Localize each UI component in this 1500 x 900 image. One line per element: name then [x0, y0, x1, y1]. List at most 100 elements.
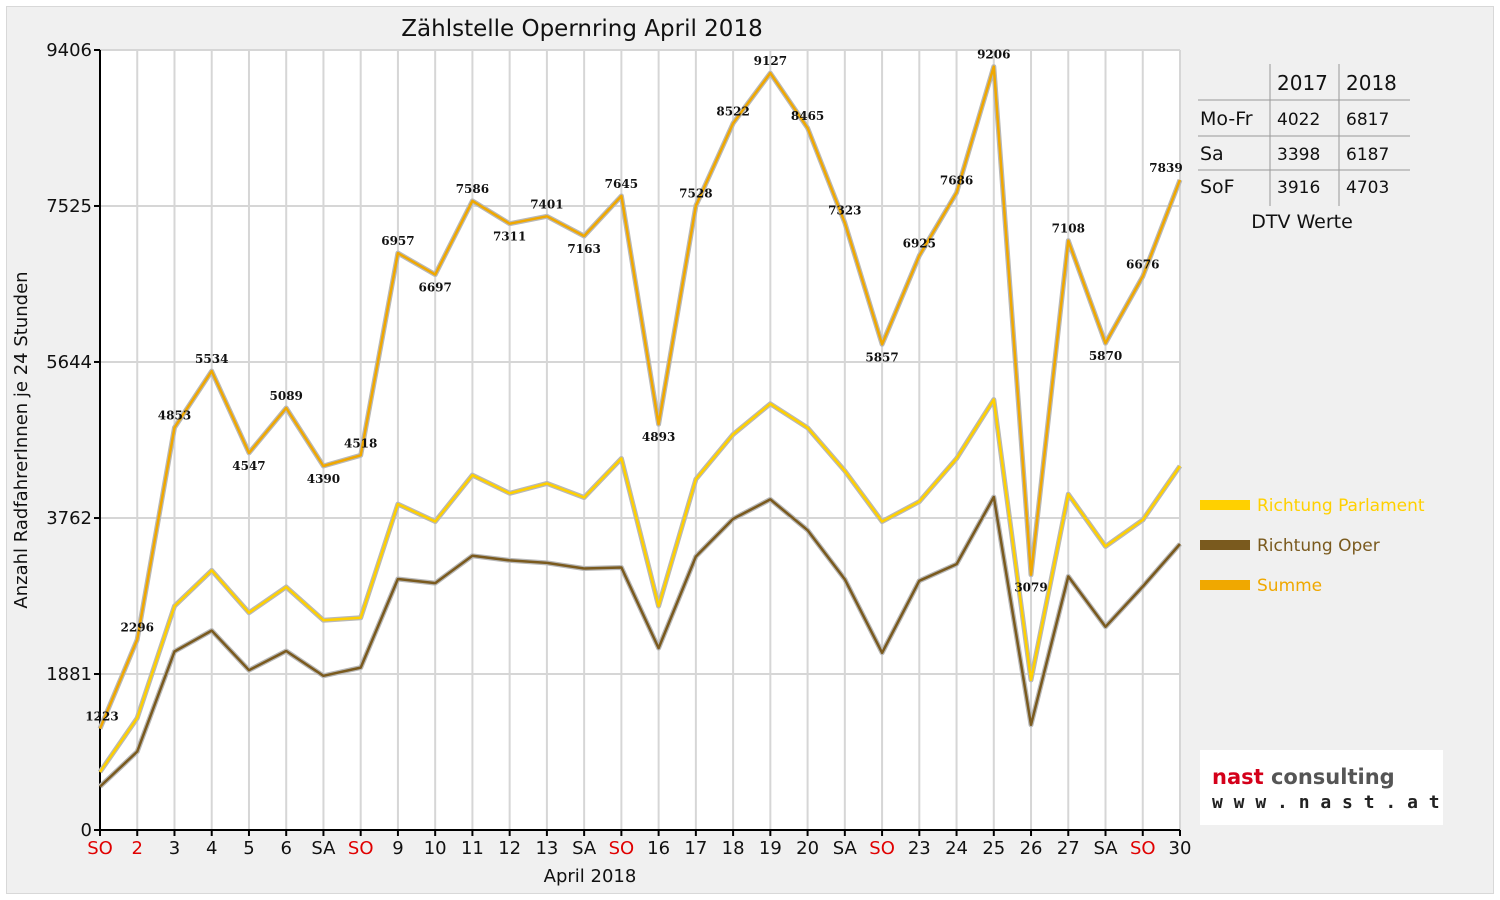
x-tick-label: 16 [647, 838, 670, 859]
y-tick-labels: 0 1881 3762 5644 7525 9406 [46, 40, 100, 841]
data-label: 7311 [493, 230, 526, 244]
legend-label-parlament: Richtung Parlament [1257, 496, 1425, 516]
y-tick-label: 9406 [46, 40, 92, 61]
x-tick-label: 20 [796, 838, 819, 859]
x-tick-label: SA [311, 838, 336, 859]
table-cell: 6817 [1346, 110, 1389, 130]
x-tick-label: 10 [424, 838, 447, 859]
x-tick-label: 18 [722, 838, 745, 859]
data-label: 9206 [977, 48, 1010, 62]
series-line [98, 398, 1182, 773]
x-tick-label: 3 [169, 838, 180, 859]
data-label: 7645 [605, 177, 638, 191]
x-tick-label: 23 [908, 838, 931, 859]
series-line [98, 65, 1182, 730]
data-label: 7586 [456, 182, 489, 196]
series-line [99, 495, 1181, 788]
data-label: 6676 [1126, 257, 1159, 271]
data-label: 6925 [903, 237, 936, 251]
x-tick-label: SA [572, 838, 597, 859]
data-label: 4853 [158, 409, 191, 423]
y-axis-label: Anzahl RadfahrerInnen je 24 Stunden [11, 271, 32, 608]
table-cell: 3916 [1277, 178, 1320, 198]
x-tick-label: 17 [684, 838, 707, 859]
table-cell: 4022 [1277, 110, 1320, 130]
data-labels: 1223 2296 4853 5534 4547 5089 4390 4518 6957 6697… [85, 48, 1182, 724]
x-axis-label: April 2018 [544, 866, 637, 887]
dtv-table: 2017 2018 Mo-Fr 4022 6817 Sa 3398 6187 S… [1198, 64, 1410, 233]
x-tick-label: 11 [461, 838, 484, 859]
x-tick-label: SO [609, 838, 635, 859]
legend-swatch-oper [1200, 540, 1250, 550]
x-tick-label: 30 [1169, 838, 1192, 859]
table-row-label: SoF [1200, 176, 1235, 198]
y-tick-label: 7525 [46, 196, 92, 217]
table-cell: 6187 [1346, 145, 1389, 165]
x-tick-label: SO [87, 838, 113, 859]
y-tick-label: 1881 [46, 664, 92, 685]
table-cell: 3398 [1277, 145, 1320, 165]
data-label: 8465 [791, 109, 824, 123]
y-tick-label: 5644 [46, 352, 92, 373]
logo-box [1200, 750, 1443, 825]
data-label: 4518 [344, 436, 377, 450]
x-tick-label: 5 [243, 838, 254, 859]
y-tick-label: 3762 [46, 508, 92, 529]
legend-swatch-parlament [1200, 500, 1250, 510]
x-tick-label: 6 [280, 838, 291, 859]
y-tick-label: 0 [81, 820, 92, 841]
x-tick-label: SO [1130, 838, 1156, 859]
x-tick-label: SO [869, 838, 895, 859]
data-label: 7108 [1052, 222, 1085, 236]
data-label: 9127 [754, 54, 787, 68]
x-tick-label: 13 [535, 838, 558, 859]
x-tick-label: SA [1093, 838, 1118, 859]
table-cell: 4703 [1346, 178, 1389, 198]
horizontal-gridlines [100, 49, 1180, 676]
data-label: 8522 [716, 104, 749, 118]
x-tick-label: 12 [498, 838, 521, 859]
data-label: 6957 [381, 234, 414, 248]
data-label: 5870 [1089, 349, 1122, 363]
data-label: 7163 [567, 242, 600, 256]
x-tick-labels: SO 2 3 4 5 6 SA SO 9 10 11 12 13 SA SO 16 17 18 19 20 SA SO 23… [87, 830, 1191, 859]
legend: Richtung Parlament Richtung Oper Summe [1200, 496, 1425, 596]
series-layer [97, 64, 1183, 789]
legend-swatch-summe [1200, 580, 1250, 590]
data-label: 4547 [232, 459, 265, 473]
x-tick-label: SA [833, 838, 858, 859]
legend-label-summe: Summe [1257, 576, 1322, 596]
data-label: 7528 [679, 187, 712, 201]
x-tick-label: 24 [945, 838, 968, 859]
x-tick-label: 19 [759, 838, 782, 859]
data-label: 5089 [270, 389, 303, 403]
x-tick-label: 25 [982, 838, 1005, 859]
data-label: 1223 [85, 710, 118, 724]
nast-consulting-logo: nast consulting w w w . n a s t . a t [1200, 750, 1443, 825]
table-caption: DTV Werte [1251, 211, 1353, 233]
data-label: 5534 [195, 352, 228, 366]
x-tick-label: 26 [1020, 838, 1043, 859]
data-label: 7839 [1149, 161, 1182, 175]
data-label: 4390 [307, 472, 340, 486]
table-header-2018: 2018 [1346, 71, 1397, 95]
x-tick-label: SO [348, 838, 374, 859]
x-tick-label: 27 [1057, 838, 1080, 859]
logo-url: w w w . n a s t . a t [1212, 792, 1440, 813]
table-row-label: Sa [1200, 143, 1224, 165]
table-header-2017: 2017 [1277, 71, 1328, 95]
x-tick-label: 2 [132, 838, 143, 859]
x-tick-label: 9 [392, 838, 403, 859]
data-label: 7686 [940, 174, 973, 188]
data-label: 6697 [418, 281, 451, 295]
logo-wordmark: nast consulting [1212, 765, 1395, 789]
x-tick-label: 4 [206, 838, 217, 859]
data-label: 4893 [642, 430, 675, 444]
data-label: 5857 [865, 350, 898, 364]
legend-label-oper: Richtung Oper [1257, 536, 1380, 556]
data-label: 7323 [828, 204, 861, 218]
table-row-label: Mo-Fr [1200, 108, 1253, 130]
data-label: 7401 [530, 197, 563, 211]
